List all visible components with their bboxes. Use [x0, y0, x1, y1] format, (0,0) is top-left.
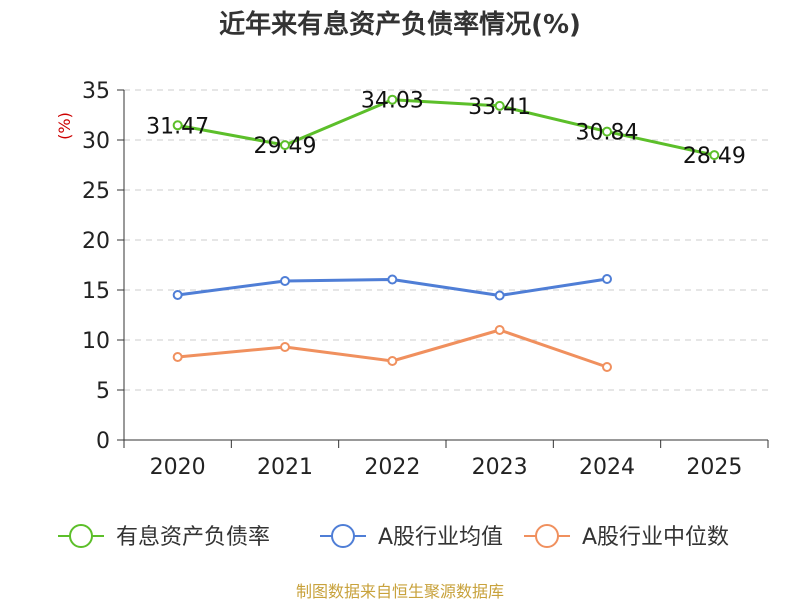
chart-title: 近年来有息资产负债率情况(%)	[219, 10, 581, 40]
data-point	[709, 150, 720, 161]
y-tick-label: 30	[82, 129, 110, 154]
data-labels: 31.47 29.49 34.03 33.41 30.84 28.49	[146, 89, 746, 169]
data-point	[387, 356, 398, 366]
x-tick-label: 2024	[579, 455, 635, 480]
series-lines	[172, 94, 720, 372]
data-point	[387, 94, 398, 105]
data-point	[494, 290, 505, 301]
data-point	[602, 126, 612, 137]
data-point	[172, 352, 183, 362]
legend-label: A股行业中位数	[582, 525, 729, 550]
legend-marker	[535, 524, 559, 548]
data-point	[172, 290, 183, 300]
data-label: 34.03	[361, 89, 424, 114]
data-label: 29.49	[254, 134, 317, 159]
data-point	[280, 342, 290, 352]
source-note: 制图数据来自恒生聚源数据库	[295, 582, 504, 601]
x-tick-label: 2025	[686, 455, 742, 480]
data-point	[172, 120, 183, 131]
data-label: 30.84	[576, 121, 639, 146]
data-point	[280, 140, 290, 151]
data-point	[602, 362, 612, 372]
y-tick-label: 25	[82, 179, 110, 204]
data-point	[387, 274, 398, 285]
y-axis-unit: (%)	[55, 112, 74, 140]
series-line-0	[177, 98, 715, 157]
x-tick-label: 2020	[150, 455, 206, 480]
data-point	[494, 100, 505, 111]
y-tick-label: 15	[82, 279, 110, 304]
y-tick-label: 35	[82, 79, 110, 104]
y-tick-label: 10	[82, 329, 110, 354]
legend-marker	[331, 524, 355, 548]
y-tick-label: 20	[82, 229, 110, 254]
x-tick-label: 2022	[364, 455, 420, 480]
y-tick-label: 5	[96, 379, 110, 404]
data-label: 28.49	[683, 144, 746, 169]
y-tick-label: 0	[96, 429, 110, 454]
x-tick-label: 2023	[472, 455, 528, 480]
legend-marker	[69, 524, 93, 548]
data-point	[602, 274, 612, 284]
data-point	[494, 325, 505, 335]
data-label: 31.47	[146, 114, 209, 139]
legend-label: A股行业均值	[378, 525, 503, 550]
legend-label: 有息资产负债率	[116, 525, 270, 550]
data-point	[280, 276, 290, 286]
grid-lines	[124, 89, 768, 391]
data-label: 33.41	[468, 95, 531, 120]
legend: 有息资产负债率 A股行业均值 A股行业中位数	[58, 524, 729, 550]
x-tick-label: 2021	[257, 455, 313, 480]
